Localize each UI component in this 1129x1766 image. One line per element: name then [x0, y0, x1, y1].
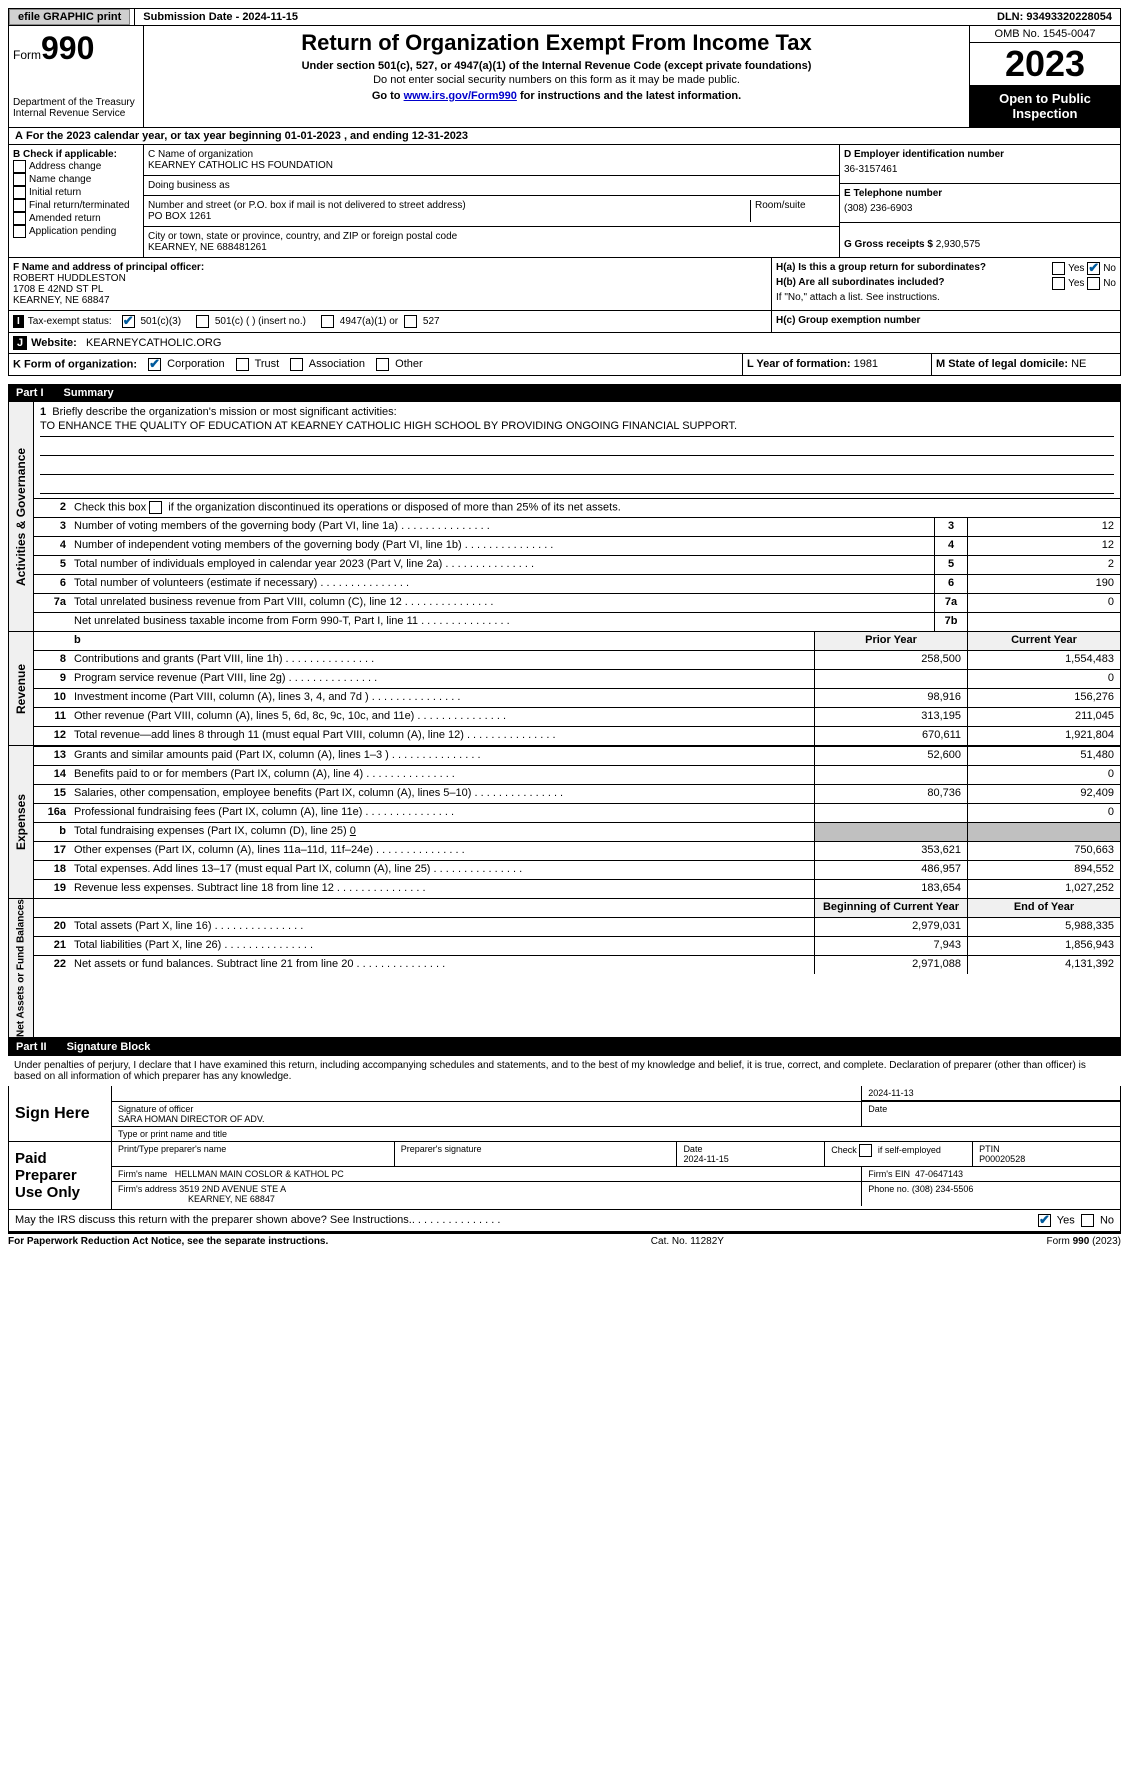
section-bcdeg: B Check if applicable: Address change Na… [8, 145, 1121, 258]
section-fh: F Name and address of principal officer:… [8, 258, 1121, 333]
checkbox-ha-no[interactable] [1087, 262, 1100, 275]
checkbox-trust[interactable] [236, 358, 249, 371]
checkbox-ha-yes[interactable] [1052, 262, 1065, 275]
part2-header: Part IISignature Block [8, 1038, 1121, 1056]
section-deg: D Employer identification number36-31574… [839, 145, 1120, 257]
checkbox-discuss-no[interactable] [1081, 1214, 1094, 1227]
state-domicile: NE [1071, 358, 1086, 370]
goto-line: Go to www.irs.gov/Form990 for instructio… [148, 90, 965, 102]
checkbox-address-change[interactable] [13, 160, 26, 173]
col-beginning: Beginning of Current Year [814, 899, 967, 917]
checkbox-discontinued[interactable] [149, 501, 162, 514]
irs-link[interactable]: www.irs.gov/Form990 [404, 90, 517, 102]
perjury-text: Under penalties of perjury, I declare th… [8, 1056, 1121, 1086]
checkbox-initial-return[interactable] [13, 186, 26, 199]
tab-netassets: Net Assets or Fund Balances [9, 899, 34, 1037]
tab-expenses: Expenses [9, 746, 34, 898]
cat-no: Cat. No. 11282Y [651, 1236, 724, 1247]
dept-treasury: Department of the Treasury [13, 97, 139, 108]
tab-revenue: Revenue [9, 632, 34, 745]
section-b: B Check if applicable: Address change Na… [9, 145, 144, 257]
efile-button[interactable]: efile GRAPHIC print [9, 9, 130, 25]
dln: DLN: 93493320228054 [989, 9, 1120, 25]
officer-sig-name: SARA HOMAN DIRECTOR OF ADV. [118, 1114, 265, 1124]
checkbox-assoc[interactable] [290, 358, 303, 371]
checkbox-hb-no[interactable] [1087, 277, 1100, 290]
checkbox-501c3[interactable] [122, 315, 135, 328]
org-name: KEARNEY CATHOLIC HS FOUNDATION [148, 160, 835, 171]
tax-year: 2023 [970, 43, 1120, 85]
org-street: PO BOX 1261 [148, 211, 750, 222]
website: KEARNEYCATHOLIC.ORG [86, 337, 222, 349]
checkbox-amended[interactable] [13, 212, 26, 225]
checkbox-discuss-yes[interactable] [1038, 1214, 1051, 1227]
sign-here-label: Sign Here [9, 1086, 112, 1141]
col-current-year: Current Year [967, 632, 1120, 650]
sign-here-block: Sign Here 2024-11-13 Signature of office… [8, 1086, 1121, 1142]
checkbox-other[interactable] [376, 358, 389, 371]
part1-container: Part ISummary Activities & Governance 1 … [8, 384, 1121, 1038]
section-a: A For the 2023 calendar year, or tax yea… [8, 128, 1121, 145]
phone: (308) 236-6903 [844, 199, 1116, 218]
ptin: P00020528 [979, 1154, 1025, 1164]
year-formation: 1981 [854, 358, 878, 370]
form-number: 990 [41, 30, 94, 66]
part1-header: Part ISummary [8, 384, 1121, 402]
mission-text: TO ENHANCE THE QUALITY OF EDUCATION AT K… [40, 418, 1114, 437]
checkbox-app-pending[interactable] [13, 225, 26, 238]
form-header: Form990 Department of the Treasury Inter… [8, 26, 1121, 128]
col-prior-year: Prior Year [814, 632, 967, 650]
checkbox-hb-yes[interactable] [1052, 277, 1065, 290]
ssn-notice: Do not enter social security numbers on … [148, 74, 965, 86]
checkbox-name-change[interactable] [13, 173, 26, 186]
preparer-date: 2024-11-15 [683, 1154, 728, 1164]
col-end: End of Year [967, 899, 1120, 917]
sign-date: 2024-11-13 [862, 1086, 1120, 1101]
top-bar: efile GRAPHIC print Submission Date - 20… [8, 8, 1121, 26]
ein: 36-3157461 [844, 160, 1116, 179]
checkbox-final-return[interactable] [13, 199, 26, 212]
omb-number: OMB No. 1545-0047 [970, 26, 1120, 43]
paid-preparer-label: Paid Preparer Use Only [9, 1142, 112, 1209]
org-city: KEARNEY, NE 688481261 [148, 242, 835, 253]
open-public: Open to Public Inspection [970, 85, 1120, 127]
discuss-row: May the IRS discuss this return with the… [8, 1210, 1121, 1232]
checkbox-527[interactable] [404, 315, 417, 328]
officer-name: ROBERT HUDDLESTON [13, 273, 126, 284]
checkbox-4947[interactable] [321, 315, 334, 328]
section-klm: K Form of organization: Corporation Trus… [8, 354, 1121, 376]
irs-label: Internal Revenue Service [13, 108, 139, 119]
section-j: JWebsite: KEARNEYCATHOLIC.ORG [8, 333, 1121, 354]
form-title: Return of Organization Exempt From Incom… [148, 30, 965, 56]
paid-preparer-block: Paid Preparer Use Only Print/Type prepar… [8, 1142, 1121, 1210]
firm-ein: 47-0647143 [915, 1169, 963, 1179]
form-subtitle: Under section 501(c), 527, or 4947(a)(1)… [148, 60, 965, 72]
page-footer: For Paperwork Reduction Act Notice, see … [8, 1232, 1121, 1247]
firm-name: HELLMAN MAIN COSLOR & KATHOL PC [175, 1169, 344, 1179]
form-label: Form [13, 48, 41, 62]
checkbox-self-employed[interactable] [859, 1144, 872, 1157]
section-c: C Name of organizationKEARNEY CATHOLIC H… [144, 145, 839, 257]
checkbox-corp[interactable] [148, 358, 161, 371]
submission-date: Submission Date - 2024-11-15 [134, 9, 306, 25]
firm-phone: (308) 234-5506 [912, 1184, 974, 1194]
tab-governance: Activities & Governance [9, 402, 34, 631]
checkbox-501c[interactable] [196, 315, 209, 328]
gross-receipts: 2,930,575 [936, 239, 981, 250]
